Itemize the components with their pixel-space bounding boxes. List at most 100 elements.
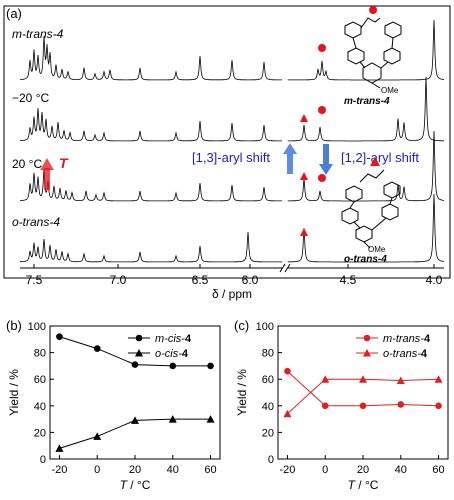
y-tick-label-40: 40 [262,401,274,413]
x-tick-label-60: 60 [432,464,444,476]
point-o-trans-4--20 [283,409,292,418]
y-tick-label-60: 60 [262,374,274,386]
legend-marker-o-cis-4 [135,349,143,357]
legend-marker-m-trans-4 [363,334,371,342]
point-m-cis-4--20 [56,333,63,340]
x-axis-label: T / °C [120,478,151,492]
legend-label-number: 4 [424,333,431,345]
bond-b3 [353,221,361,229]
nmr-trace-2 [20,76,444,142]
structure-top-label: m-trans-4 [344,96,390,107]
legend-label-prefix: m-trans- [383,333,424,345]
y-tick-label-80: 80 [34,348,46,360]
o-trans-4-structure [341,169,401,249]
shift-up-head [283,143,297,154]
chain-top [360,17,381,29]
legend-label-number: 4 [421,348,428,360]
x-axis-label: T / °C [348,478,379,492]
bond-3 [359,61,366,69]
plot-frame-b [49,325,221,460]
point-m-cis-4-40 [169,362,177,370]
bond-b4 [371,217,387,231]
point-o-cis-4-20 [131,416,139,424]
point-o-cis-4-60 [206,415,215,423]
ring-top-left [344,21,362,39]
nmr-trace-1 [19,19,444,81]
y-axis-label: Yield / % [235,369,249,416]
point-m-trans-4-40 [397,401,405,408]
shift-13-label: [1,3]-aryl shift [192,150,270,165]
panel-b-label: (b) [6,318,22,333]
point-m-trans-4-60 [435,402,442,410]
point-o-trans-4-40 [396,376,405,385]
bond-b-ome [363,241,371,249]
nmr-tick-label-6-5: 6.5 [192,273,209,287]
bond-1 [352,37,357,49]
row-label-minus20: −20 °C [12,91,49,105]
panel-a-frame [3,5,451,279]
panel-c: (c) 0 20 40 60 80 100 -20 0 20 40 60 T / °C Yield / … [234,318,449,492]
row-label-m-trans-4: m-trans-4 [12,27,64,41]
y-tick-label-0: 0 [268,454,274,466]
legend-label-o-trans-4: o-trans-4 [383,348,428,360]
point-m-trans-4--20 [284,367,291,375]
y-tick-label-40: 40 [34,401,46,413]
point-o-cis-4-0 [93,432,102,440]
point-m-trans-4-20 [359,402,367,410]
marker-triangle-structure-bottom [370,157,380,166]
x-tick-label-40: 40 [395,464,407,476]
marker-circle-structure-top [369,6,377,14]
y-tick-label-20: 20 [34,427,46,439]
panel-c-label: (c) [234,318,249,333]
legend-label-prefix: m-cis- [155,333,185,345]
y-tick-label-20: 20 [262,427,274,439]
y-tick-label-100: 100 [256,321,274,333]
panel-a: (a) m-trans-4 −20 °C 20 °C o-trans-4 T [… [3,5,451,301]
ring-mid-left [347,47,365,65]
nmr-tick-label-4-0: 4.0 [426,273,443,287]
nmr-tick-label-6-0: 6.0 [242,273,259,287]
shift-down-head [319,164,333,175]
ring-b1 [345,185,363,203]
row-label-20: 20 °C [12,157,42,171]
x-axis-label-symbol: T [120,478,129,492]
ome-label-bottom: OMe [368,245,386,254]
x-tick-label--20: -20 [51,464,67,476]
ring-b3 [341,207,359,225]
x-tick-label--20: -20 [279,464,295,476]
peak-marker-triangle-5 [300,228,308,236]
x-tick-label-20: 20 [357,464,369,476]
t-arrow-label: T [59,155,69,171]
nmr-tick-label-7-0: 7.0 [110,273,127,287]
nmr-trace-3 [20,130,444,202]
temperature-arrow: T [40,155,69,190]
x-tick-label-60: 60 [204,464,216,476]
row-label-o-trans-4: o-trans-4 [12,215,60,229]
ome-label-top: OMe [381,86,399,95]
y-axis-label: Yield / % [7,369,21,416]
y-tick-label-60: 60 [34,374,46,386]
point-m-trans-4-0 [321,402,329,410]
point-o-cis-4--20 [55,444,64,452]
t-arrow-shaft [44,168,50,190]
bond-b2 [389,197,393,205]
legend-label-o-cis-4: o-cis-4 [155,348,189,360]
ring-b2 [383,181,401,199]
nmr-x-axis: 7.5 7.0 6.5 6.0 4.5 4.0 δ / ppm [20,263,444,301]
peak-marker-circle-1 [318,106,326,114]
x-tick-label-0: 0 [322,464,328,476]
legend-label-prefix: o-cis- [155,348,182,360]
bond-2 [391,37,394,49]
m-trans-4-structure [344,17,402,89]
x-axis-label-unit: / °C [127,478,151,492]
point-o-trans-4-20 [359,375,367,383]
bond-b1 [349,201,355,209]
ring-b5 [355,225,373,243]
panel-a-label: (a) [6,6,22,21]
shift-up-shaft [287,152,293,174]
point-o-trans-4-0 [321,375,330,383]
point-m-cis-4-60 [207,362,214,370]
shift-down-shaft [323,144,329,166]
axis-break-1 [279,263,286,273]
chain-bottom [359,169,385,183]
